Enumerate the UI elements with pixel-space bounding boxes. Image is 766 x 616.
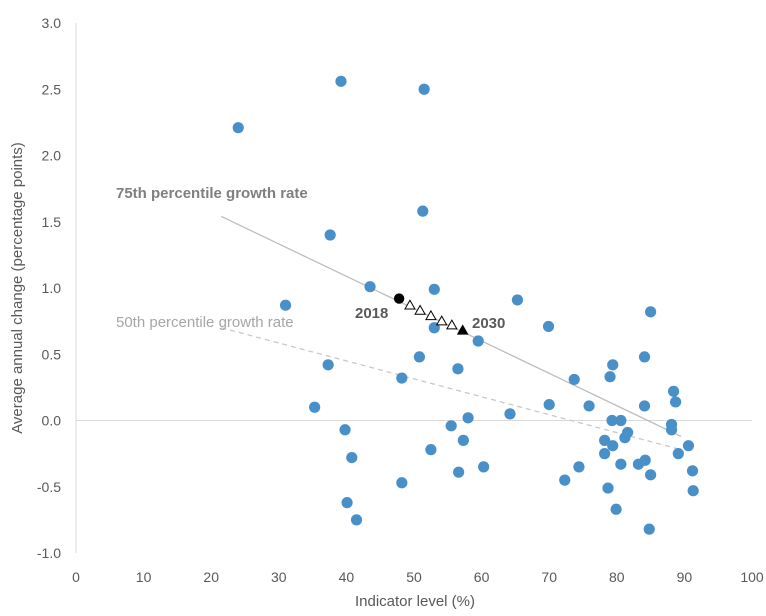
data-point [607, 440, 619, 452]
axes [75, 23, 752, 553]
data-point [396, 372, 408, 384]
trajectory-marker [425, 309, 437, 321]
data-point [602, 482, 614, 494]
data-point [396, 477, 408, 489]
data-point [607, 359, 619, 371]
x-tick-labels: 0 10 20 30 40 50 60 70 80 90 100 [72, 569, 764, 585]
data-point [604, 371, 616, 383]
x-tick-label: 70 [541, 569, 557, 585]
data-point [511, 294, 524, 306]
data-point [615, 458, 627, 470]
data-point [670, 396, 682, 408]
data-point [364, 281, 376, 293]
line-50th-percentile [221, 327, 682, 451]
y-tick-label: 2.0 [42, 148, 62, 164]
data-point [599, 434, 611, 446]
x-tick-label: 10 [136, 569, 152, 585]
data-point [687, 485, 699, 497]
data-point [672, 448, 684, 460]
x-tick-label: 50 [406, 569, 422, 585]
y-tick-label: -0.5 [37, 479, 61, 495]
data-point [638, 400, 651, 412]
data-point [568, 373, 580, 386]
data-point [457, 434, 469, 446]
x-tick-label: 60 [474, 569, 490, 585]
data-point [279, 299, 292, 311]
data-point [417, 205, 429, 217]
data-point [453, 466, 465, 478]
data-point [606, 414, 618, 427]
trajectory [393, 293, 469, 335]
y-tick-label: 0.5 [42, 346, 62, 362]
data-point [472, 335, 484, 347]
trajectory-start-label: 2018 [355, 305, 388, 322]
data-point [335, 75, 347, 87]
data-point [573, 461, 585, 473]
y-axis-title: Average annual change (percentage points… [9, 142, 26, 434]
x-tick-label: 40 [339, 569, 355, 585]
trajectory-marker [445, 319, 458, 330]
x-tick-label: 100 [740, 569, 764, 585]
data-points [232, 75, 699, 535]
data-point [445, 420, 457, 432]
x-tick-label: 0 [72, 569, 80, 585]
data-point [418, 83, 430, 95]
data-point [350, 514, 363, 526]
y-tick-label: 3.0 [42, 15, 62, 31]
percentile-lines [221, 215, 682, 451]
data-point [599, 448, 611, 460]
data-point [665, 424, 678, 436]
data-point [322, 359, 334, 371]
y-tick-label: 0.0 [42, 413, 62, 429]
trajectory-marker [414, 304, 426, 315]
x-tick-label: 90 [677, 569, 693, 585]
line-75-label: 75th percentile growth rate [116, 185, 308, 202]
data-point [686, 465, 699, 477]
data-point [615, 414, 627, 427]
data-point [645, 306, 657, 318]
trajectory-start-marker [393, 293, 405, 304]
y-tick-labels: -1.0 -0.5 0.0 0.5 1.0 1.5 2.0 2.5 3.0 [37, 15, 61, 561]
data-point [425, 444, 437, 456]
data-point [324, 229, 336, 241]
data-point [232, 122, 244, 134]
data-point [309, 401, 321, 413]
data-point [542, 320, 555, 333]
line-50-label: 50th percentile growth rate [116, 314, 294, 331]
data-point [667, 385, 680, 397]
y-tick-label: 1.0 [42, 280, 62, 296]
data-point [428, 283, 440, 295]
data-point [638, 351, 651, 363]
y-tick-label: 1.5 [42, 214, 62, 230]
data-point [610, 503, 622, 515]
data-point [452, 363, 464, 375]
trajectory-end-label: 2030 [472, 315, 505, 332]
data-point [622, 426, 634, 439]
x-axis-title: Indicator level (%) [355, 593, 475, 610]
data-point [645, 469, 657, 481]
data-point [682, 440, 695, 452]
x-tick-label: 80 [609, 569, 625, 585]
data-point [543, 399, 555, 411]
data-point [559, 474, 571, 486]
trajectory-marker [435, 315, 448, 326]
data-point [462, 412, 474, 424]
data-point [639, 454, 651, 466]
data-point [504, 408, 516, 420]
trajectory-marker [404, 299, 416, 310]
y-tick-label: -1.0 [37, 545, 61, 561]
data-point [413, 351, 426, 363]
data-point [339, 424, 351, 436]
data-point [583, 400, 595, 412]
data-point [346, 452, 358, 464]
trajectory-end-marker [456, 324, 469, 335]
data-point [643, 523, 655, 535]
x-tick-label: 30 [271, 569, 287, 585]
data-point [478, 461, 490, 473]
y-tick-label: 2.5 [42, 81, 62, 97]
data-point [341, 497, 353, 509]
x-tick-label: 20 [203, 569, 219, 585]
